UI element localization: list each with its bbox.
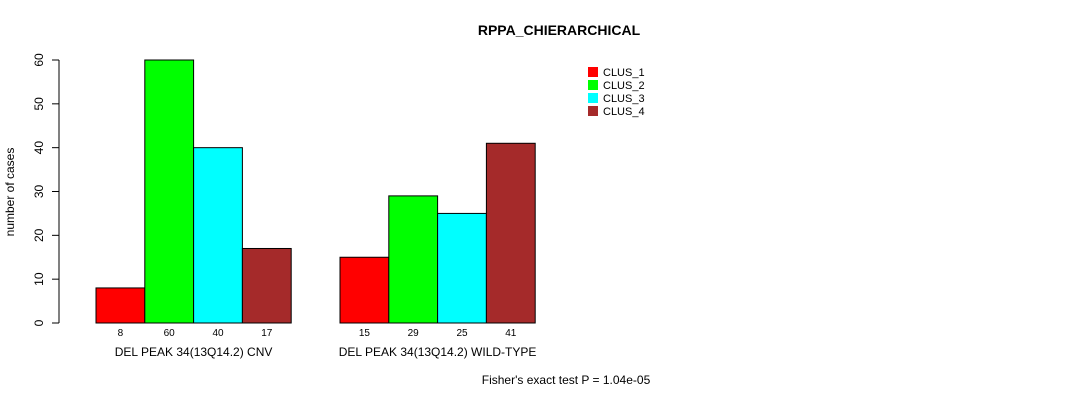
- bar-clus-2: [388, 195, 439, 324]
- bar-clus-2: [144, 59, 195, 324]
- y-tick-label: 50: [32, 97, 46, 111]
- legend-swatch: [588, 106, 598, 116]
- bar-value-label: 40: [212, 328, 224, 339]
- chart-title: RPPA_CHIERARCHICAL: [478, 22, 641, 38]
- bar-clus-3: [437, 212, 487, 324]
- category-label: DEL PEAK 34(13Q14.2) CNV: [115, 345, 273, 359]
- y-tick-label: 30: [32, 185, 46, 199]
- bar-value-label: 25: [456, 328, 468, 339]
- y-axis-label: number of cases: [3, 148, 17, 237]
- y-tick-label: 10: [32, 272, 46, 286]
- legend-swatch: [588, 67, 598, 77]
- bar-value-label: 15: [359, 328, 371, 339]
- fisher-test-footnote: Fisher's exact test P = 1.04e-05: [482, 373, 651, 387]
- y-tick-label: 0: [32, 319, 46, 326]
- group-labels: DEL PEAK 34(13Q14.2) CNV DEL PEAK 34(13Q1…: [115, 345, 537, 359]
- value-labels: 8 60 40 17 15 29 25 41: [118, 328, 517, 339]
- bar-value-label: 60: [164, 328, 176, 339]
- legend-label: CLUS_3: [603, 93, 645, 105]
- y-tick-label: 60: [32, 53, 46, 67]
- legend-label: CLUS_4: [603, 106, 645, 118]
- bar-value-label: 41: [505, 328, 517, 339]
- legend-label: CLUS_2: [603, 80, 645, 92]
- bar-value-label: 8: [118, 328, 124, 339]
- bar-clus-4: [485, 142, 536, 324]
- bar-clus-3: [193, 147, 243, 324]
- bar-value-label: 29: [408, 328, 420, 339]
- y-tick-label: 20: [32, 228, 46, 242]
- legend-swatch: [588, 93, 598, 103]
- category-label: DEL PEAK 34(13Q14.2) WILD-TYPE: [339, 345, 537, 359]
- bar-value-label: 17: [261, 328, 273, 339]
- legend-label: CLUS_1: [603, 67, 645, 79]
- bar-clus-1: [339, 256, 390, 324]
- bar-clus-4: [241, 247, 292, 324]
- y-tick-label: 40: [32, 141, 46, 155]
- bar-clus-1: [95, 287, 146, 324]
- bars: [95, 59, 536, 324]
- y-axis: 0 10 20 30 40 50 60: [32, 53, 60, 326]
- legend-swatch: [588, 80, 598, 90]
